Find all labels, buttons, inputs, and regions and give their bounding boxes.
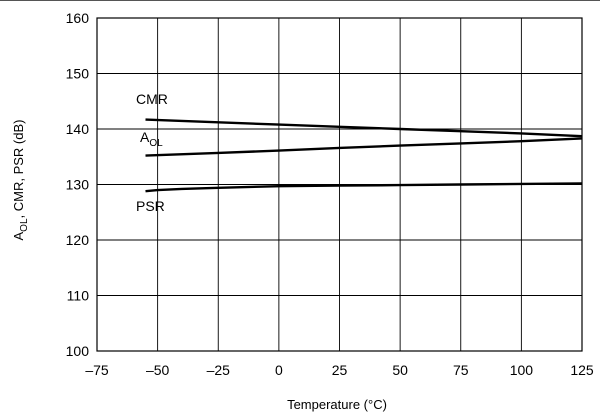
y-tick-label: 100 [66,343,90,359]
y-tick-label: 150 [66,66,90,82]
series-label-main: CMR [136,91,168,107]
y-axis-label: AOL, CMR, PSR (dB) [11,120,30,241]
series-labels: CMR AOL PSR [136,91,168,214]
plot-frame [96,17,583,352]
series-label-main: A [140,129,150,145]
series-line-cmr [145,118,583,138]
x-tick-label: –50 [146,362,170,378]
y-tick-label: 110 [67,288,90,304]
y-tick-label: 120 [66,232,90,248]
y-tick-label: 140 [66,121,90,137]
x-axis-label: Temperature (°C) [287,397,387,412]
x-tick-label: 125 [570,362,594,378]
x-tick-label: –25 [207,362,231,378]
series-lines [145,118,583,193]
x-tick-label: 0 [275,362,283,378]
y-axis-label-prefix: A [11,231,26,240]
y-tick-label: 160 [66,10,90,26]
tick-labels: –75 –50 –25 0 25 50 75 100 125 100 110 120 130 140 150… [66,10,594,378]
x-tick-label: 50 [392,362,408,378]
series-line-psr [145,182,583,193]
series-label-psr: PSR [136,198,165,214]
y-axis-label-subscript: OL [19,218,30,232]
series-label-subscript: OL [149,138,163,149]
series-label-aol: AOL [140,129,163,149]
top-rule [0,0,600,1]
x-tick-label: 25 [332,362,348,378]
y-axis-label-rest: , CMR, PSR (dB) [11,120,26,219]
y-tick-label: 130 [66,177,90,193]
x-tick-label: –75 [85,362,109,378]
series-line-aol [145,137,583,157]
x-tick-label: 75 [453,362,469,378]
x-tick-label: 100 [510,362,534,378]
series-label-main: PSR [136,198,165,214]
series-label-cmr: CMR [136,91,168,107]
